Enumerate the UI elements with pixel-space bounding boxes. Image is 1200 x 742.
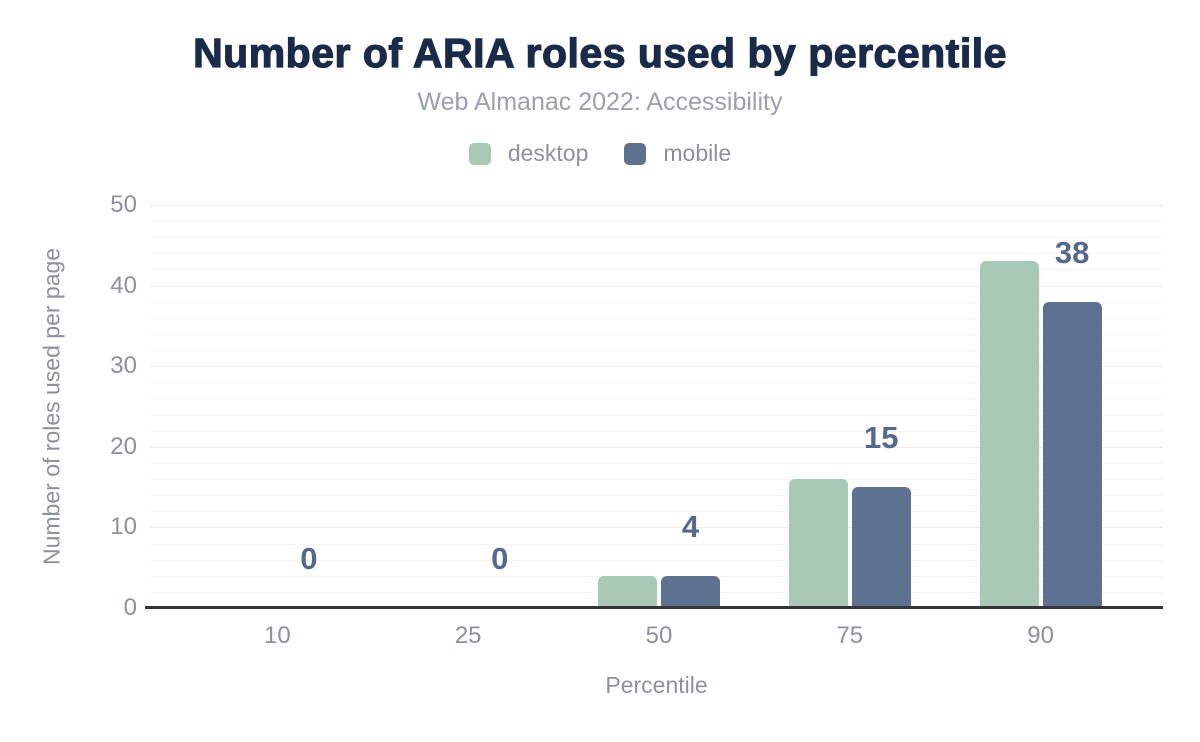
bar-mobile [1042,301,1102,608]
x-tick-label: 50 [645,622,673,649]
gridline-minor [150,253,1163,255]
bar-value-label: 0 [491,541,509,576]
gridline-minor [150,495,1163,497]
x-axis-title: Percentile [605,672,708,698]
gridline-minor [150,559,1163,561]
gridline-minor [150,350,1163,352]
gridline-minor [150,430,1163,432]
gridline-minor [150,221,1163,223]
chart-subtitle: Web Almanac 2022: Accessibility [417,88,783,116]
gridline-minor [150,462,1163,464]
desktop-swatch-icon [468,142,491,165]
x-tick-label: 10 [264,622,291,649]
legend-label-mobile: mobile [663,140,732,166]
chart-title: Number of ARIA roles used by percentile [192,29,1007,76]
gridline-minor [150,301,1163,303]
gridline-minor [150,398,1163,400]
gridline-minor [150,237,1163,239]
gridline-minor [150,479,1163,481]
bar-value-label: 15 [864,420,899,456]
y-tick-label: 0 [123,594,137,621]
gridline-major [150,527,1163,529]
gridline-minor [150,414,1163,416]
bar-desktop [598,575,657,608]
gridline-major [150,205,1163,206]
bar-desktop [979,261,1039,608]
bar-value-label: 0 [300,541,318,576]
bar-mobile [661,575,720,608]
x-tick-label: 90 [1027,622,1054,649]
y-axis-title: Number of roles used per page [38,247,65,566]
gridline-minor [150,543,1163,545]
gridline-minor [150,333,1163,335]
legend-item-mobile: mobile [624,140,731,167]
gridline-minor [150,317,1163,319]
y-tick-label: 30 [110,352,137,380]
gridline-minor [150,269,1163,271]
legend-item-desktop: desktop [468,140,589,167]
plot-area: 10 0 25 0 50 4 75 15 90 38 [150,205,1163,649]
legend: desktop mobile [0,140,1200,167]
bar-value-label: 4 [681,508,700,544]
gridline-minor [150,511,1163,513]
gridline-minor [150,575,1163,577]
y-tick-label: 40 [110,271,137,299]
bar-value-label: 38 [1054,234,1090,270]
legend-label-desktop: desktop [507,140,589,166]
x-tick-label: 25 [454,622,482,649]
y-tick-label: 10 [110,513,137,541]
y-tick-label: 20 [110,432,137,460]
gridline-major [150,285,1163,287]
mobile-swatch-icon [624,142,647,165]
gridline-minor [150,382,1163,384]
y-tick-label: 50 [110,191,137,218]
x-tick-label: 75 [836,622,864,649]
x-axis-line [145,606,1163,609]
bar-mobile [851,487,911,608]
gridline-major [150,366,1163,368]
gridline-major [150,446,1163,448]
bar-desktop [788,479,848,608]
